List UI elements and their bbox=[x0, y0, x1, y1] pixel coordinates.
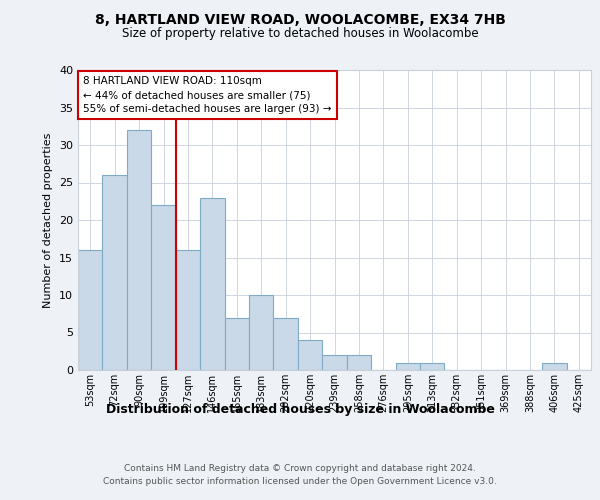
Y-axis label: Number of detached properties: Number of detached properties bbox=[43, 132, 53, 308]
Bar bbox=[127, 130, 151, 370]
Text: Contains HM Land Registry data © Crown copyright and database right 2024.: Contains HM Land Registry data © Crown c… bbox=[124, 464, 476, 473]
Bar bbox=[78, 250, 103, 370]
Bar bbox=[347, 355, 371, 370]
Bar bbox=[395, 362, 420, 370]
Bar bbox=[322, 355, 347, 370]
Bar bbox=[420, 362, 445, 370]
Bar bbox=[249, 295, 274, 370]
Bar bbox=[200, 198, 224, 370]
Bar bbox=[176, 250, 200, 370]
Bar bbox=[151, 205, 176, 370]
Bar bbox=[224, 318, 249, 370]
Bar bbox=[274, 318, 298, 370]
Text: Contains public sector information licensed under the Open Government Licence v3: Contains public sector information licen… bbox=[103, 477, 497, 486]
Text: 8, HARTLAND VIEW ROAD, WOOLACOMBE, EX34 7HB: 8, HARTLAND VIEW ROAD, WOOLACOMBE, EX34 … bbox=[95, 12, 505, 26]
Bar bbox=[298, 340, 322, 370]
Text: 8 HARTLAND VIEW ROAD: 110sqm
← 44% of detached houses are smaller (75)
55% of se: 8 HARTLAND VIEW ROAD: 110sqm ← 44% of de… bbox=[83, 76, 331, 114]
Bar bbox=[542, 362, 566, 370]
Bar bbox=[103, 175, 127, 370]
Text: Distribution of detached houses by size in Woolacombe: Distribution of detached houses by size … bbox=[106, 402, 494, 415]
Text: Size of property relative to detached houses in Woolacombe: Size of property relative to detached ho… bbox=[122, 28, 478, 40]
